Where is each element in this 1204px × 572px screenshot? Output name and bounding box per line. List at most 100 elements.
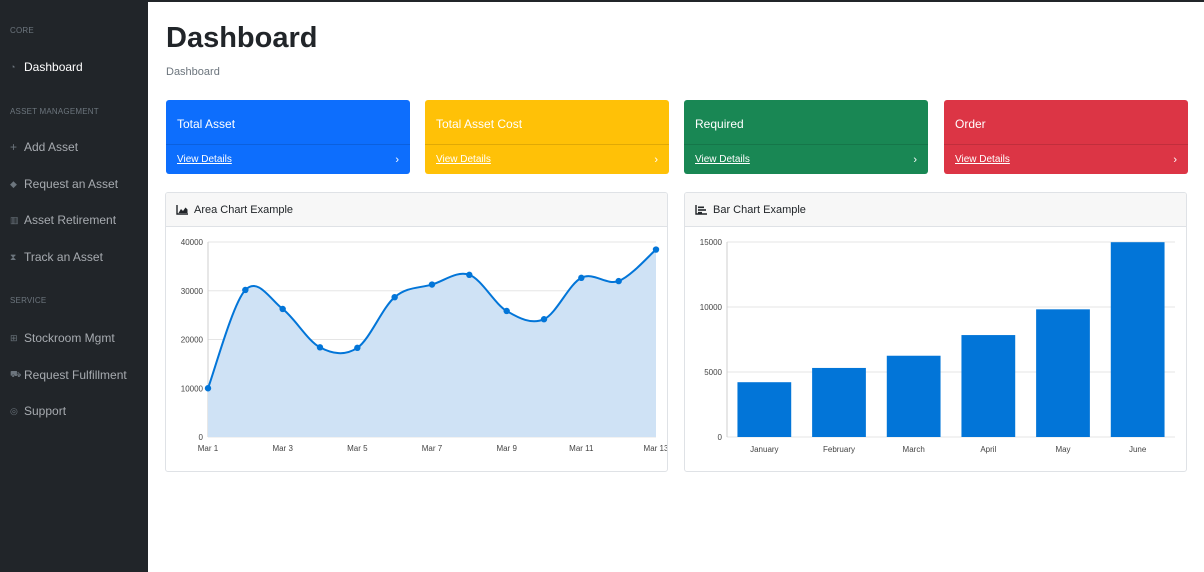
sidebar-item-track-asset[interactable]: ⧗ Track an Asset [10, 248, 103, 266]
card-footer: View Details › [944, 144, 1188, 174]
trash-icon: ▥ [10, 214, 19, 225]
bar-chart-panel: Bar Chart Example 0 5000 10000 15000 January… [684, 192, 1187, 472]
sidebar-item-label: Track an Asset [24, 250, 103, 264]
view-details-link[interactable]: View Details [177, 154, 232, 165]
table-icon: ⊞ [10, 332, 18, 343]
top-border [0, 0, 1204, 2]
plus-icon: + [10, 140, 18, 154]
x-tick-label: Mar 3 [272, 444, 293, 453]
sidebar-item-label: Dashboard [24, 60, 83, 74]
sidebar-item-dashboard[interactable]: ◔ Dashboard [10, 58, 83, 76]
bar-chart-icon [695, 204, 707, 215]
bar-chart: 0 5000 10000 15000 January February March April… [700, 238, 1175, 454]
x-tick-label: Mar 13 [644, 444, 667, 453]
card-title: Order [955, 117, 986, 131]
sidebar-item-stockroom[interactable]: ⊞ Stockroom Mgmt [10, 329, 115, 347]
sidebar-item-label: Request an Asset [24, 177, 119, 191]
card-footer: View Details › [684, 144, 928, 174]
y-tick-label: 15000 [700, 238, 723, 247]
x-tick-label: Mar 1 [198, 444, 219, 453]
page-title: Dashboard [166, 22, 318, 54]
card-footer: View Details › [425, 144, 669, 174]
data-point [354, 344, 361, 352]
y-tick-label: 30000 [181, 287, 204, 296]
y-tick-label: 10000 [700, 303, 723, 312]
sidebar-item-label: Request Fulfillment [24, 368, 127, 382]
data-point [428, 281, 436, 288]
tag-icon: ◆ [10, 178, 17, 189]
data-point [615, 277, 622, 285]
hourglass-icon: ⧗ [10, 251, 17, 262]
sidebar-item-request-fulfillment[interactable]: ⛟ Request Fulfillment [10, 366, 127, 384]
card-title: Total Asset [177, 117, 236, 131]
data-point [652, 246, 660, 253]
x-tick-label: Mar 7 [422, 444, 443, 453]
sidebar-item-label: Stockroom Mgmt [24, 331, 115, 345]
data-point [503, 307, 510, 315]
sidebar-item-add-asset[interactable]: + Add Asset [10, 138, 78, 156]
data-point [242, 286, 249, 294]
sidebar-item-request-asset[interactable]: ◆ Request an Asset [10, 175, 118, 193]
x-tick-label: June [1129, 445, 1147, 454]
x-tick-label: March [903, 445, 925, 454]
x-tick-label: Mar 11 [569, 444, 594, 453]
sidebar-item-label: Asset Retirement [24, 213, 117, 227]
view-details-link[interactable]: View Details [955, 154, 1010, 165]
data-point [578, 274, 585, 282]
x-tick-label: May [1055, 445, 1070, 454]
area-chart-icon [176, 204, 188, 215]
sidebar-heading-core: CORE [10, 26, 34, 35]
area-chart: 0 10000 20000 30000 40000 Mar 1 Mar 3 Mar 5 Mar … [181, 238, 667, 453]
panel-title: Bar Chart Example [713, 203, 806, 216]
area-fill [208, 249, 656, 437]
view-details-link[interactable]: View Details [695, 154, 750, 165]
sidebar-item-support[interactable]: ◎ Support [10, 402, 66, 420]
y-tick-label: 0 [718, 433, 723, 442]
main-content: Dashboard Dashboard Total Asset View Det… [148, 0, 1204, 572]
card-order: Order View Details › [944, 100, 1188, 174]
sidebar-heading-asset-management: ASSET MANAGEMENT [10, 107, 99, 116]
bar [737, 382, 792, 437]
tachometer-icon: ◔ [10, 62, 16, 72]
data-point [279, 305, 286, 313]
bar [1110, 242, 1165, 437]
x-tick-label: February [823, 445, 855, 454]
chevron-right-icon[interactable]: › [1173, 153, 1177, 166]
panel-header: Area Chart Example [166, 193, 667, 227]
sidebar-item-label: Add Asset [24, 140, 79, 154]
x-tick-label: April [980, 445, 996, 454]
bar [961, 335, 1016, 437]
card-title: Total Asset Cost [436, 117, 523, 131]
x-tick-label: January [750, 445, 778, 454]
y-tick-label: 20000 [181, 336, 204, 345]
y-tick-label: 5000 [704, 368, 722, 377]
card-footer: View Details › [166, 144, 410, 174]
breadcrumb: Dashboard [166, 66, 220, 78]
chevron-right-icon[interactable]: › [913, 153, 917, 166]
data-point [540, 316, 548, 323]
card-required: Required View Details › [684, 100, 928, 174]
card-total-asset-cost: Total Asset Cost View Details › [425, 100, 669, 174]
card-title: Required [695, 117, 744, 131]
panel-header: Bar Chart Example [685, 193, 1186, 227]
bar [1036, 309, 1090, 437]
card-total-asset: Total Asset View Details › [166, 100, 410, 174]
panel-title: Area Chart Example [194, 203, 294, 216]
sidebar-item-asset-retirement[interactable]: ▥ Asset Retirement [10, 211, 116, 229]
bar [886, 355, 941, 437]
x-tick-label: Mar 9 [496, 444, 517, 453]
view-details-link[interactable]: View Details [436, 154, 491, 165]
data-point [466, 271, 473, 279]
chevron-right-icon[interactable]: › [395, 153, 399, 166]
y-tick-label: 10000 [181, 384, 204, 393]
y-tick-label: 40000 [181, 238, 204, 247]
sidebar: CORE ◔ Dashboard ASSET MANAGEMENT + Add … [0, 0, 148, 572]
data-point [204, 385, 212, 392]
data-point [391, 293, 398, 301]
area-chart-panel: Area Chart Example 0 10000 20000 30000 40000… [165, 192, 668, 472]
cart-icon: ⛟ [10, 369, 22, 379]
sidebar-item-label: Support [24, 404, 67, 418]
y-tick-label: 0 [199, 433, 204, 442]
chevron-right-icon[interactable]: › [654, 153, 658, 166]
sidebar-heading-service: SERVICE [10, 296, 47, 305]
